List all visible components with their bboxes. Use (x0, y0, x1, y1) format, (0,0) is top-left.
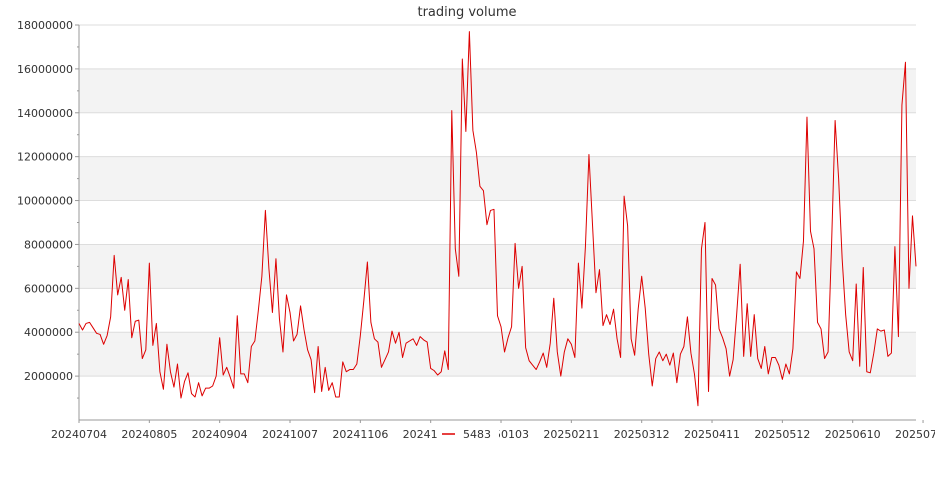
y-tick-label: 10000000 (17, 195, 73, 208)
legend-label: 5483 (463, 428, 491, 441)
x-tick-label: 20241106 (332, 428, 388, 441)
x-tick-label: 20250211 (543, 428, 599, 441)
gridlines (75, 24, 916, 399)
background-band (79, 68, 916, 113)
chart-title: trading volume (417, 5, 516, 20)
y-tick-labels: 2000000 4000000 6000000 8000000 10000000 1200… (17, 19, 73, 383)
y-tick-label: 2000000 (24, 370, 73, 383)
series-line-5483[interactable] (78, 31, 917, 407)
y-tick-label: 16000000 (17, 63, 73, 76)
y-tick-label: 18000000 (17, 19, 73, 32)
x-tick-label: 20241007 (262, 428, 318, 441)
background-band (79, 244, 916, 289)
axes (78, 25, 916, 421)
x-tick-label: 20250411 (684, 428, 740, 441)
y-tick-label: 14000000 (17, 107, 73, 120)
x-tick-label: 20250512 (754, 428, 810, 441)
x-tick-label: 20240904 (192, 428, 248, 441)
y-tick-label: 4000000 (24, 326, 73, 339)
x-tick-label: 20250610 (825, 428, 881, 441)
y-tick-label: 8000000 (24, 238, 73, 251)
y-tick-label: 6000000 (24, 282, 73, 295)
y-tick-label: 12000000 (17, 151, 73, 164)
background-band (79, 156, 916, 201)
x-tick-label: 20250312 (614, 428, 670, 441)
series-layer (78, 31, 917, 407)
x-tick-label: 20240704 (51, 428, 107, 441)
plot-background-bands (79, 68, 916, 377)
x-tick-label: 20240805 (121, 428, 177, 441)
legend[interactable]: 5483 (437, 424, 499, 442)
x-tick-label: 20250710 (895, 428, 935, 441)
legend-background (437, 424, 499, 442)
